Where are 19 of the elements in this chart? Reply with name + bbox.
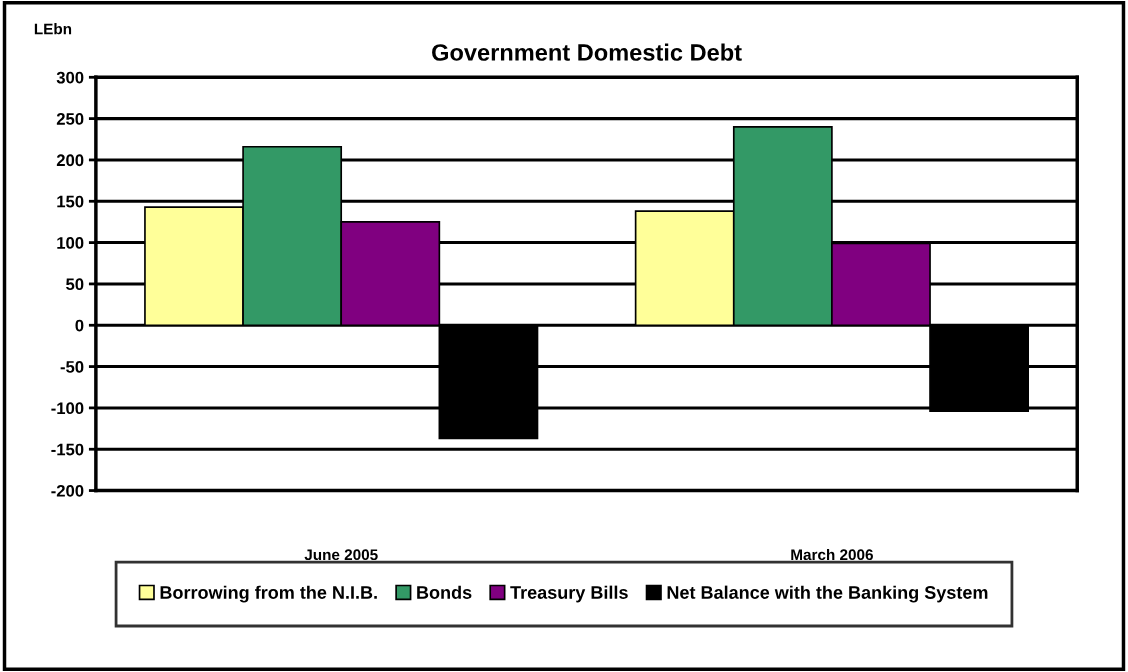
y-tick-label: 100 (57, 236, 84, 249)
y-tick-label: 200 (56, 154, 84, 167)
x-tick-label: March 2006 (791, 548, 873, 561)
legend-label: Bonds (417, 585, 472, 599)
legend-label: Treasury Bills (510, 585, 628, 603)
legend-label: Net Balance with the Banking System (667, 585, 988, 603)
x-tick-label: June 2005 (304, 549, 378, 561)
y-tick-label: 150 (57, 195, 84, 208)
y-tick-label: 0 (75, 319, 84, 332)
legend-label: Borrowing from the N.I.B. (160, 585, 377, 603)
y-tick-label: 50 (66, 278, 84, 291)
y-tick-label: -200 (51, 484, 84, 497)
y-tick-label: -50 (60, 360, 84, 373)
y-axis-title: LEbn (34, 23, 72, 35)
y-tick-label: 300 (56, 71, 84, 84)
chart-title: Government Domestic Debt (432, 43, 742, 61)
y-tick-label: 250 (56, 113, 84, 125)
y-tick-label: -100 (51, 402, 84, 415)
y-tick-label: -150 (51, 443, 84, 456)
